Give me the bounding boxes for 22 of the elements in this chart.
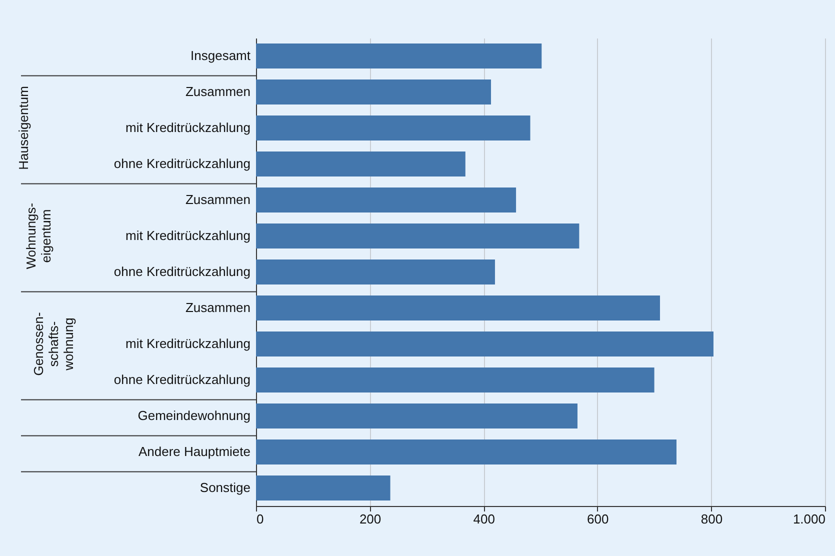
y-tick-label: mit Kreditrückzahlung — [126, 228, 250, 243]
y-tick-label: ohne Kreditrückzahlung — [114, 264, 250, 279]
y-tick-label: Sonstige — [200, 480, 250, 495]
text: Genossen- schafts- wohnung — [31, 312, 76, 376]
y-tick-label: Zusammen — [185, 300, 250, 315]
x-tick-label: 600 — [587, 512, 609, 526]
y-tick-label: mit Kreditrückzahlung — [126, 336, 250, 351]
y-tick-label: Gemeindewohnung — [138, 408, 250, 423]
x-tick-label: 400 — [473, 512, 495, 526]
y-tick-label: mit Kreditrückzahlung — [126, 120, 250, 135]
y-tick-label: Zusammen — [185, 192, 250, 207]
y-tick-label: Andere Hauptmiete — [138, 444, 250, 459]
y-tick-label: Zusammen — [185, 84, 250, 99]
x-tick-label: 800 — [700, 512, 723, 526]
x-tick-label: 1.000 — [792, 512, 826, 526]
text: Hauseigentum — [16, 86, 31, 170]
y-tick-label: Insgesamt — [190, 48, 251, 63]
y-tick-label: ohne Kreditrückzahlung — [114, 372, 250, 387]
text: Wohnungs- eigentum — [24, 202, 54, 270]
x-tick-label: 0 — [256, 512, 264, 526]
x-tick-label: 200 — [359, 512, 382, 526]
y-tick-label: ohne Kreditrückzahlung — [114, 156, 250, 171]
